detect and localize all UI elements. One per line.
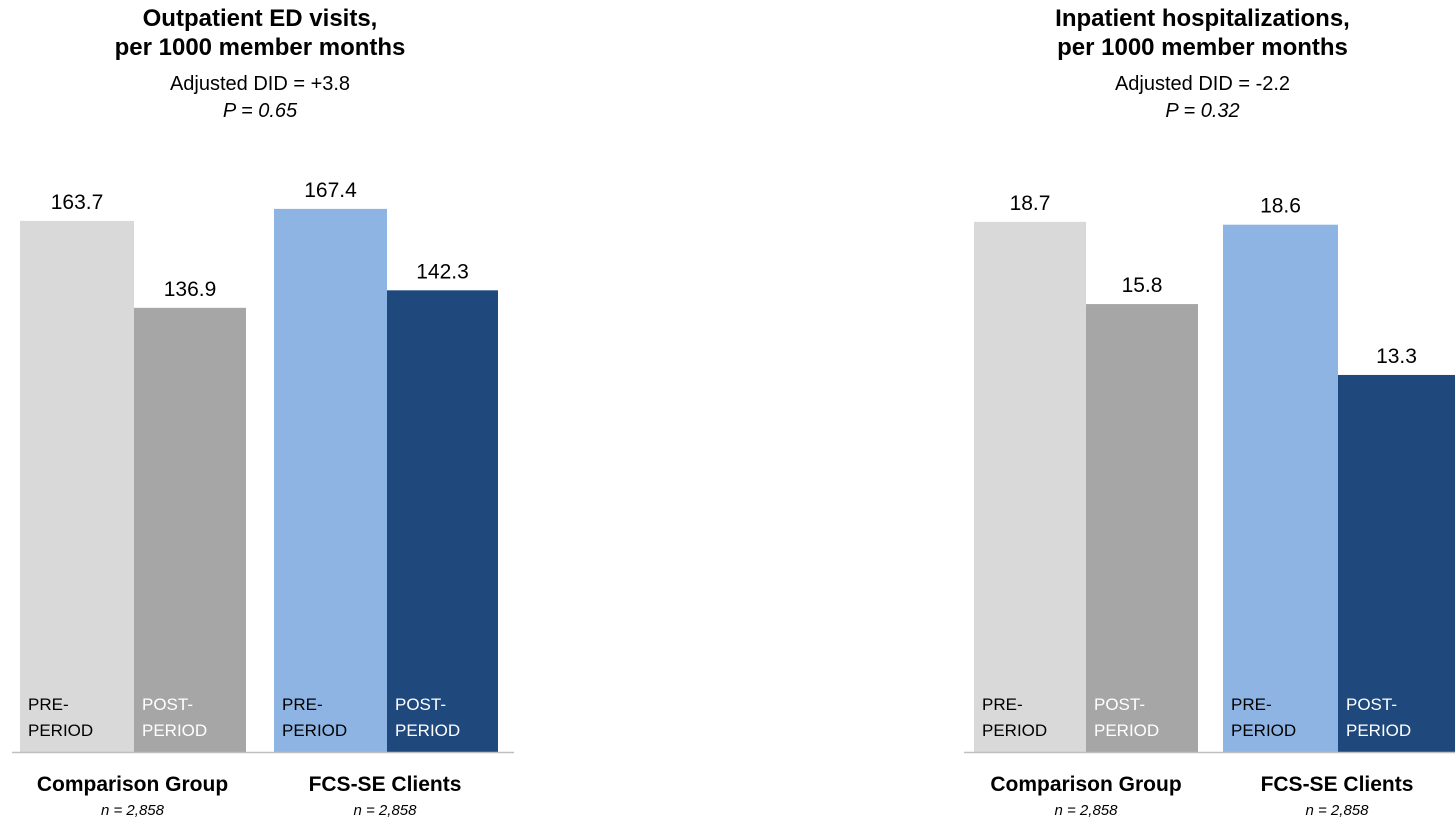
p-value: P = 0.32 [1165, 100, 1240, 122]
group-n-fcs-se: n = 2,858 [353, 802, 417, 819]
bar [1338, 374, 1455, 752]
bar-period-label: POST- [1346, 695, 1397, 714]
bar-period-label: PERIOD [1231, 721, 1296, 740]
bar-period-label: POST- [395, 695, 446, 714]
bar-value-label: 13.3 [1376, 345, 1417, 368]
bar-group-item: 163.7 PRE- PERIOD [20, 191, 134, 752]
bar-period-label: PERIOD [982, 721, 1047, 740]
bar-group-item: 18.7 PRE- PERIOD [974, 192, 1086, 752]
group-n-comparison: n = 2,858 [1054, 802, 1118, 819]
bar-value-label: 136.9 [164, 278, 217, 301]
bar-value-label: 167.4 [304, 179, 357, 202]
bar-plot: 18.7 PRE- PERIOD 15.8 POST- PERIOD 18.6 PRE- PER… [964, 192, 1455, 754]
bar-period-label: PERIOD [395, 721, 460, 740]
chart-title-line1: Inpatient hospitalizations, [1055, 5, 1350, 32]
group-label-comparison: Comparison Group [36, 773, 229, 796]
bar [1223, 224, 1338, 752]
group-label-fcs-se: FCS-SE Clients [1260, 773, 1414, 796]
adjusted-did: Adjusted DID = +3.8 [169, 73, 351, 95]
group-n-comparison: n = 2,858 [101, 802, 164, 819]
group-n-fcs-se: n = 2,858 [1305, 802, 1369, 819]
bar [134, 307, 246, 752]
bar [274, 208, 387, 752]
bar-period-label: PERIOD [142, 721, 207, 740]
bar [974, 221, 1086, 752]
bar-plot: 163.7 PRE- PERIOD 136.9 POST- PERIOD 167.4 PRE-… [12, 179, 514, 754]
chart-title-line2: per 1000 member months [1057, 34, 1348, 61]
bar-group-item: 167.4 PRE- PERIOD [274, 179, 387, 752]
group-label-comparison: Comparison Group [990, 773, 1182, 796]
adjusted-did: Adjusted DID = -2.2 [1114, 73, 1291, 95]
bar-period-label: POST- [142, 695, 193, 714]
bar-value-label: 163.7 [51, 191, 104, 214]
bar-group-item: 15.8 POST- PERIOD [1086, 274, 1198, 752]
chart-title-line1: Outpatient ED visits, [142, 5, 378, 32]
bar-group-item: 142.3 POST- PERIOD [387, 260, 498, 752]
bar-group-item: 18.6 PRE- PERIOD [1223, 195, 1338, 752]
bar-period-label: PRE- [982, 695, 1023, 714]
bar-value-label: 142.3 [416, 260, 469, 283]
bar-value-label: 15.8 [1122, 274, 1163, 297]
bar-period-label: PERIOD [1094, 721, 1159, 740]
bar-period-label: PERIOD [28, 721, 93, 740]
chart-panel-hospitalizations: Inpatient hospitalizations, per 1000 mem… [950, 0, 1455, 826]
bar-group-item: 13.3 POST- PERIOD [1338, 345, 1455, 752]
chart-title-line2: per 1000 member months [114, 34, 406, 61]
bar [20, 220, 134, 752]
bar-period-label: PERIOD [1346, 721, 1411, 740]
chart-title: Outpatient ED visits, per 1000 member mo… [0, 4, 520, 62]
p-value: P = 0.65 [222, 100, 298, 122]
chart-panel-ed-visits: Outpatient ED visits, per 1000 member mo… [0, 0, 520, 826]
chart-title: Inpatient hospitalizations, per 1000 mem… [950, 4, 1455, 62]
group-label-fcs-se: FCS-SE Clients [308, 773, 462, 796]
bar-period-label: POST- [1094, 695, 1145, 714]
bar-period-label: PERIOD [282, 721, 347, 740]
bar [1086, 304, 1198, 752]
bar-value-label: 18.6 [1260, 195, 1301, 218]
bar-group-item: 136.9 POST- PERIOD [134, 278, 246, 752]
bar-period-label: PRE- [1231, 695, 1272, 714]
bar-value-label: 18.7 [1010, 192, 1051, 215]
bar-period-label: PRE- [28, 695, 69, 714]
bar-period-label: PRE- [282, 695, 323, 714]
bar [387, 290, 498, 752]
